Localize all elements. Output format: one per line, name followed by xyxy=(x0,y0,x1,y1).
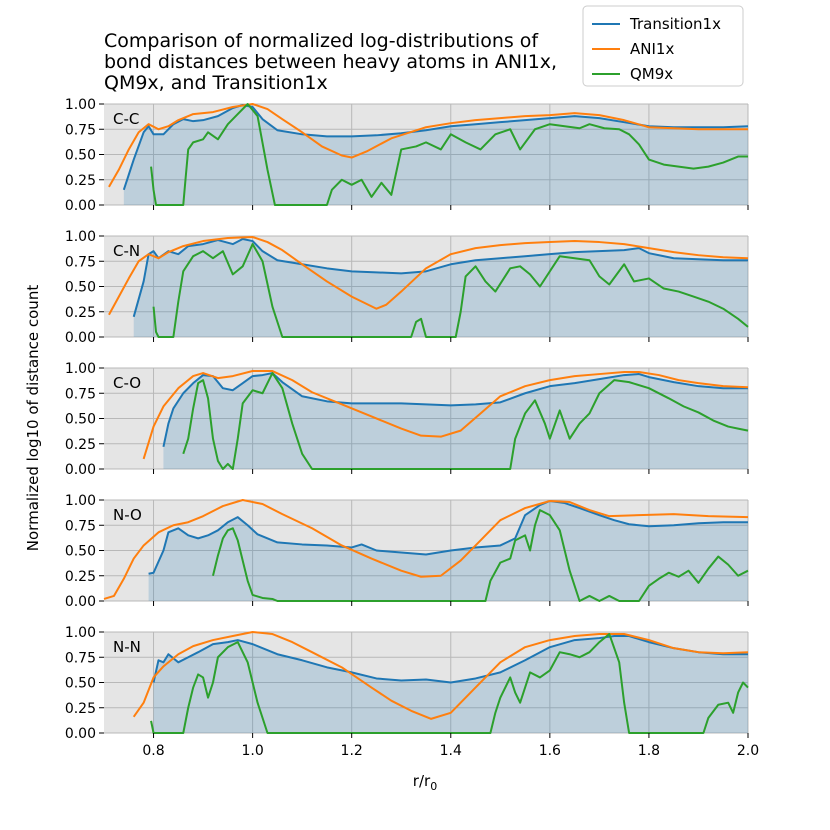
series-transition1x xyxy=(132,238,748,318)
y-tick-label: 0.00 xyxy=(65,726,96,742)
y-tick-label: 0.50 xyxy=(65,412,96,428)
transition1x-area xyxy=(123,105,749,205)
panel-label: C-C xyxy=(113,110,139,128)
series-ani1x xyxy=(108,103,748,188)
x-tick-label: 1.4 xyxy=(440,743,462,759)
legend-entry: Transition1x xyxy=(629,15,721,33)
series-qm9x xyxy=(182,372,749,470)
x-tick-label: 1.6 xyxy=(539,743,561,759)
y-tick-label: 0.25 xyxy=(65,173,96,189)
panel-c-o: 0.00 0.25 0.50 0.75 1.00 C-O xyxy=(65,361,749,478)
panel-label: C-N xyxy=(113,242,140,260)
y-axis-label: Normalized log10 of distance count xyxy=(24,285,42,552)
chart-title: Comparison of normalized log-distributio… xyxy=(104,30,557,94)
x-axis: 0.8 1.0 1.2 1.4 1.6 1.8 2.0 xyxy=(142,743,759,759)
panel-n-o: 0.00 0.25 0.50 0.75 1.00 N-O xyxy=(65,493,749,610)
legend-entry: QM9x xyxy=(630,65,673,83)
y-tick-label: 1.00 xyxy=(65,625,96,641)
y-tick-label: 0.00 xyxy=(65,330,96,346)
x-tick-label: 1.2 xyxy=(341,743,363,759)
panel-label: N-N xyxy=(113,638,141,656)
x-axis-label: r/r0 xyxy=(413,772,437,793)
y-tick-label: 0.50 xyxy=(65,280,96,296)
panel-label: N-O xyxy=(113,506,142,524)
transition1x-area xyxy=(153,636,749,733)
y-tick-label: 0.50 xyxy=(65,676,96,692)
y-tick-label: 0.25 xyxy=(65,305,96,321)
panel-c-n: 0.00 0.25 0.50 0.75 1.00 C-N xyxy=(65,229,749,346)
x-tick-label: 2.0 xyxy=(737,743,759,759)
x-axis-label-subscript: 0 xyxy=(430,780,437,793)
y-tick-label: 1.00 xyxy=(65,97,96,113)
title-line: QM9x, and Transition1x xyxy=(104,72,328,94)
series-qm9x xyxy=(150,633,749,734)
y-tick-label: 0.00 xyxy=(65,594,96,610)
y-tick-label: 0.00 xyxy=(65,198,96,214)
y-tick-label: 0.50 xyxy=(65,544,96,560)
y-tick-label: 0.75 xyxy=(65,386,96,402)
series-qm9x xyxy=(212,509,749,602)
legend: Transition1x ANI1x QM9x xyxy=(582,5,744,87)
y-tick-label: 0.75 xyxy=(65,254,96,270)
title-line: Comparison of normalized log-distributio… xyxy=(104,30,539,52)
y-tick-label: 0.25 xyxy=(65,701,96,717)
x-tick-label: 0.8 xyxy=(142,743,164,759)
series-qm9x xyxy=(150,103,748,206)
y-tick-label: 1.00 xyxy=(65,229,96,245)
panel-c-c: 0.00 0.25 0.50 0.75 1.00 C-C xyxy=(65,97,749,214)
series-ani1x xyxy=(103,499,749,600)
y-tick-label: 0.75 xyxy=(65,650,96,666)
panels: 0.00 0.25 0.50 0.75 1.00 C-C 0.00 0.25 0.50 0.75 1… xyxy=(65,97,749,742)
y-tick-label: 0.00 xyxy=(65,462,96,478)
series-ani1x xyxy=(108,236,749,316)
series-transition1x xyxy=(148,500,748,575)
panel-n-n: 0.00 0.25 0.50 0.75 1.00 N-N xyxy=(65,625,749,742)
y-tick-label: 0.25 xyxy=(65,437,96,453)
series-ani1x xyxy=(142,370,749,460)
series-ani1x xyxy=(132,631,749,720)
y-tick-label: 1.00 xyxy=(65,361,96,377)
transition1x-area xyxy=(163,373,748,469)
series-transition1x xyxy=(122,104,749,191)
x-tick-label: 1.8 xyxy=(638,743,660,759)
panel-label: C-O xyxy=(113,374,141,392)
title-line: bond distances between heavy atoms in AN… xyxy=(104,51,557,73)
y-tick-label: 0.25 xyxy=(65,569,96,585)
x-tick-label: 1.0 xyxy=(241,743,263,759)
transition1x-area xyxy=(133,239,748,337)
series-qm9x xyxy=(152,243,749,338)
legend-box xyxy=(582,5,744,87)
legend-entry: ANI1x xyxy=(630,40,674,58)
x-axis-label-main: r/r xyxy=(413,772,431,790)
y-tick-label: 0.75 xyxy=(65,122,96,138)
y-tick-label: 1.00 xyxy=(65,493,96,509)
series-transition1x xyxy=(152,635,748,684)
y-tick-label: 0.75 xyxy=(65,518,96,534)
y-tick-label: 0.50 xyxy=(65,148,96,164)
